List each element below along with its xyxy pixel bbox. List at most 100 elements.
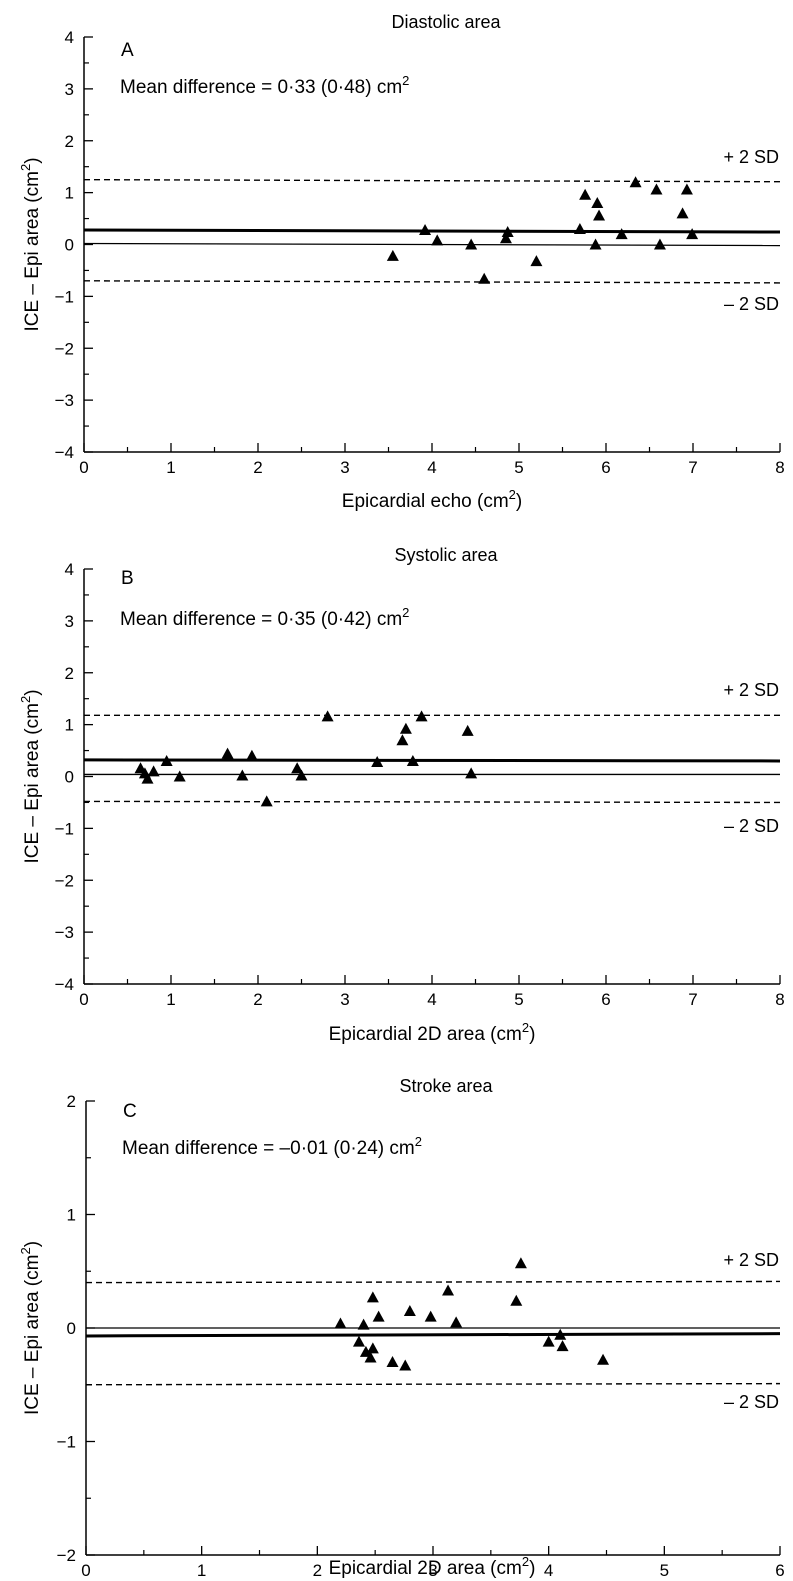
data-point <box>680 183 693 195</box>
x-tick-label: 3 <box>428 1561 437 1580</box>
data-point <box>352 1335 365 1347</box>
y-tick-label: 2 <box>65 664 74 683</box>
panel-letter: A <box>121 40 134 61</box>
x-tick-label: 1 <box>166 990 175 1009</box>
data-point <box>399 1359 412 1371</box>
x-tick-label: 3 <box>340 458 349 477</box>
data-point <box>173 770 186 782</box>
x-tick-label: 1 <box>166 458 175 477</box>
y-tick-label: 3 <box>65 80 74 99</box>
y-axis-label-main: ICE – Epi area (cm <box>22 1255 43 1416</box>
y-tick-label: 1 <box>67 1206 76 1225</box>
data-point <box>589 238 602 250</box>
upper-2sd-line <box>85 1280 781 1284</box>
mean-difference-line <box>83 758 781 763</box>
y-tick-label: 1 <box>65 716 74 735</box>
y-axis-label-end: ) <box>22 689 43 695</box>
data-point <box>615 228 628 240</box>
y-tick-label: −2 <box>55 339 74 358</box>
data-point <box>591 197 604 208</box>
mean-difference-annotation-superscript: 2 <box>402 73 409 88</box>
data-point <box>245 749 258 761</box>
y-axis-label: ICE – Epi area (cm2) <box>18 689 43 863</box>
data-point <box>554 1328 567 1340</box>
data-point <box>478 272 491 284</box>
data-point <box>431 234 444 246</box>
x-tick-label: 4 <box>427 458 436 477</box>
panel-title: Diastolic area <box>391 12 501 32</box>
x-axis-label: Epicardial 2D area (cm2) <box>329 1554 536 1579</box>
data-point <box>501 226 514 238</box>
x-tick-label: 1 <box>197 1561 206 1580</box>
x-tick-label: 5 <box>660 1561 669 1580</box>
mean-difference-annotation-main: Mean difference = 0·35 (0·42) cm <box>120 609 402 630</box>
data-point <box>650 183 663 195</box>
data-point <box>597 1353 610 1365</box>
data-point <box>321 710 334 722</box>
y-tick-label: −4 <box>55 443 74 462</box>
data-point <box>686 228 699 240</box>
y-axis-label: ICE – Epi area (cm2) <box>18 1241 43 1415</box>
y-tick-label: 4 <box>65 28 74 47</box>
panel-title: Systolic area <box>394 545 498 565</box>
y-tick-label: 0 <box>65 236 74 255</box>
x-axis-label-end: ) <box>529 1024 535 1045</box>
data-point <box>295 769 308 781</box>
data-point <box>510 1294 523 1306</box>
data-point <box>542 1335 555 1347</box>
x-axis-label-main: Epicardial 2D area (cm <box>329 1558 522 1579</box>
y-tick-label: 2 <box>65 132 74 151</box>
mean-difference-line <box>85 1332 781 1338</box>
data-point <box>357 1318 370 1330</box>
lower-2sd-line <box>83 280 781 284</box>
y-axis-label-superscript: 2 <box>18 164 33 171</box>
y-tick-label: −1 <box>55 287 74 306</box>
data-point <box>386 249 399 261</box>
y-axis-label-end: ) <box>22 1241 43 1247</box>
x-tick-label: 7 <box>688 990 697 1009</box>
panel-letter: C <box>123 1101 137 1122</box>
y-tick-label: −4 <box>55 975 74 994</box>
mean-difference-annotation-superscript: 2 <box>415 1134 422 1149</box>
x-tick-label: 0 <box>79 458 88 477</box>
data-point <box>236 769 249 781</box>
upper-2sd-label: + 2 SD <box>723 1250 779 1270</box>
data-point <box>396 734 409 746</box>
panel-c: 0 1 2 3 4 5 6 −2 −1 0 1 2 + 2 SD – 2 SD Stroke area C Me… <box>18 1076 785 1580</box>
data-point <box>653 238 666 250</box>
y-tick-label: −1 <box>55 819 74 838</box>
data-point <box>442 1284 455 1296</box>
data-point <box>291 762 304 774</box>
y-tick-label: −2 <box>57 1546 76 1565</box>
x-tick-label: 6 <box>601 458 610 477</box>
data-point <box>499 232 512 244</box>
y-tick-label: −2 <box>55 871 74 890</box>
data-point <box>676 207 689 219</box>
x-tick-label: 5 <box>514 990 523 1009</box>
data-point <box>406 754 419 766</box>
data-point <box>514 1257 527 1269</box>
mean-difference-annotation-main: Mean difference = –0·01 (0·24) cm <box>122 1138 415 1159</box>
data-point <box>147 765 160 777</box>
data-point <box>424 1310 437 1322</box>
y-tick-label: 2 <box>67 1092 76 1111</box>
data-point <box>415 710 428 722</box>
data-point <box>359 1345 372 1357</box>
data-point <box>260 795 273 807</box>
mean-difference-annotation-main: Mean difference = 0·33 (0·48) cm <box>120 77 402 98</box>
x-tick-label: 4 <box>544 1561 553 1580</box>
x-axis-label-end: ) <box>516 491 522 512</box>
x-tick-label: 8 <box>775 458 784 477</box>
data-point <box>593 209 606 221</box>
panel-a: 0 1 2 3 4 5 6 7 8 −4 −3 −2 −1 0 1 2 3 4 + 2 SD – 2 SD Diasto… <box>18 12 785 512</box>
x-tick-label: 3 <box>340 990 349 1009</box>
data-point <box>530 255 543 267</box>
x-tick-label: 6 <box>601 990 610 1009</box>
data-point <box>461 724 474 736</box>
x-axis-label-superscript: 2 <box>522 1020 529 1035</box>
data-point <box>141 772 154 784</box>
x-tick-label: 2 <box>313 1561 322 1580</box>
y-tick-label: 4 <box>65 560 74 579</box>
y-axis-label-end: ) <box>22 157 43 163</box>
